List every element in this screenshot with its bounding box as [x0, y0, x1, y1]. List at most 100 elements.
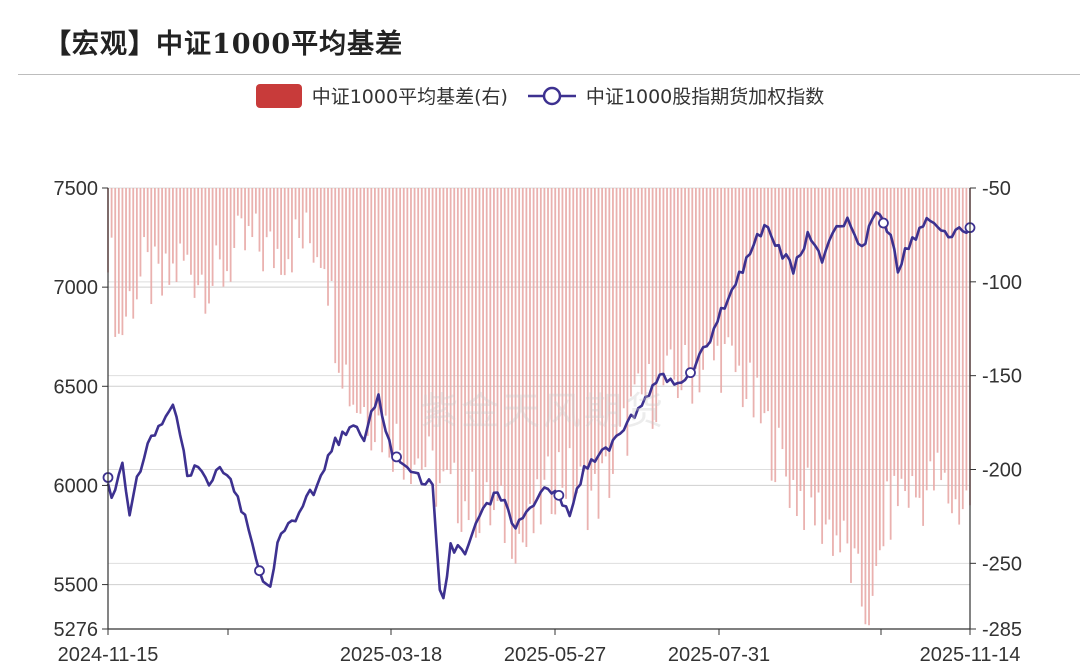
basis-bar	[846, 188, 849, 544]
basis-bar	[594, 188, 596, 474]
basis-bar	[417, 188, 420, 459]
basis-bar	[842, 188, 845, 521]
right-tick-label: -250	[982, 553, 1022, 575]
basis-bar	[305, 188, 308, 213]
basis-bar	[958, 188, 961, 525]
basis-bar	[803, 188, 805, 530]
x-tick-label: 2025-07-31	[668, 644, 770, 666]
index-marker	[553, 489, 565, 501]
basis-bar	[669, 188, 672, 350]
basis-bar	[222, 188, 225, 287]
basis-bar	[204, 188, 207, 314]
basis-bar	[352, 188, 355, 405]
basis-bar	[449, 188, 452, 475]
basis-bar	[135, 188, 138, 300]
page-title: 【宏观】中证1000平均基差	[44, 29, 404, 60]
basis-bar	[626, 188, 629, 456]
basis-bar	[316, 188, 319, 258]
basis-bar	[918, 188, 921, 498]
basis-bar	[200, 188, 203, 275]
basis-bar	[824, 188, 827, 525]
basis-bar	[312, 188, 315, 263]
basis-bar	[550, 188, 553, 515]
basis-bar	[265, 188, 268, 238]
basis-bar	[799, 188, 802, 491]
basis-bar	[262, 188, 264, 272]
basis-bar	[723, 188, 726, 345]
basis-bar	[835, 188, 838, 536]
basis-bar	[828, 188, 831, 520]
basis-bar	[853, 188, 856, 549]
basis-bar	[878, 188, 881, 551]
basis-bar	[850, 188, 852, 583]
basis-bar	[756, 188, 759, 378]
basis-bar	[525, 188, 528, 547]
basis-bar	[572, 188, 575, 502]
basis-bar	[467, 188, 470, 521]
basis-bar	[680, 188, 683, 391]
basis-bar	[666, 188, 668, 356]
basis-bar	[435, 188, 438, 507]
basis-bar	[132, 188, 135, 319]
basis-bar	[915, 188, 917, 498]
basis-bar	[175, 188, 178, 283]
index-marker	[685, 367, 696, 379]
basis-bar	[662, 188, 665, 386]
basis-bar	[900, 188, 903, 479]
basis-bar	[749, 188, 751, 363]
basis-bar	[731, 188, 733, 346]
basis-bar	[179, 188, 182, 244]
basis-bar	[485, 188, 488, 483]
basis-bar	[431, 188, 434, 451]
basis-bar	[529, 188, 531, 504]
basis-bar	[399, 188, 402, 451]
basis-bar	[832, 188, 834, 556]
basis-bar	[608, 188, 611, 498]
basis-bar	[612, 188, 614, 474]
index-line-path	[106, 211, 971, 600]
right-tick-label: -150	[982, 366, 1022, 388]
basis-bar	[673, 188, 676, 380]
legend-label-basis: 中证1000平均基差(右)	[311, 86, 508, 108]
basis-bar	[702, 188, 705, 370]
basis-bar	[366, 188, 369, 436]
basis-bar	[139, 188, 142, 277]
index-marker	[254, 565, 265, 577]
basis-bar	[651, 188, 654, 429]
basis-bar	[464, 188, 466, 502]
basis-bar	[604, 188, 607, 457]
basis-bar	[781, 188, 784, 450]
basis-bar	[388, 188, 391, 458]
basis-bar	[298, 188, 301, 239]
basis-bar	[236, 188, 239, 216]
basis-bar	[229, 188, 232, 282]
x-tick-label: 2025-05-27	[504, 644, 606, 666]
basis-bar	[161, 188, 163, 296]
legend-item-basis[interactable]: 中证1000平均基差(右)	[255, 82, 508, 109]
basis-bar	[640, 188, 643, 395]
basis-bar	[810, 188, 813, 498]
basis-bar	[410, 188, 412, 485]
basis-bar	[269, 188, 272, 232]
basis-bar	[648, 188, 650, 364]
basis-bar	[763, 188, 766, 414]
basis-bar	[882, 188, 885, 547]
basis-bar	[334, 188, 337, 364]
basis-bar	[792, 188, 795, 480]
axes: 5276 5500 6000 6500 7000 7500 -50 -100 -150 -200 -…	[54, 178, 1023, 666]
basis-bar	[117, 188, 120, 334]
basis-bar	[258, 188, 261, 252]
basis-bar	[287, 188, 290, 260]
legend-item-index[interactable]: 中证1000股指期货加权指数	[527, 82, 825, 109]
basis-bar	[438, 188, 441, 484]
basis-bar	[752, 188, 755, 418]
legend-label-index: 中证1000股指期货加权指数	[585, 86, 825, 108]
basis-bar	[424, 188, 427, 468]
basis-bar	[886, 188, 888, 482]
x-tick-label: 2024-11-15	[58, 644, 159, 666]
basis-bar	[547, 188, 549, 457]
basis-bar	[933, 188, 935, 491]
basis-bar	[363, 188, 365, 408]
basis-bar	[936, 188, 939, 453]
